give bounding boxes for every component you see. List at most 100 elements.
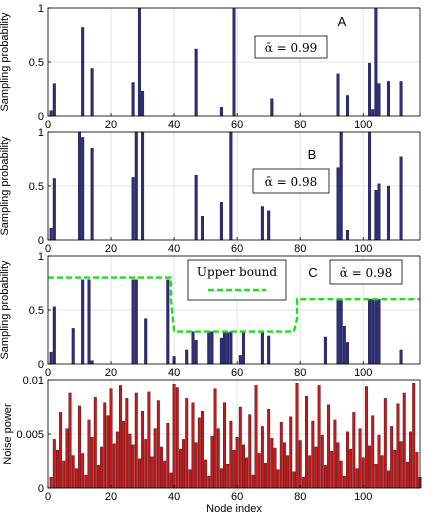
bar [81,279,85,365]
x-tick-label: 60 [231,119,243,131]
bar [386,81,390,117]
alpha-annotation: ᾱ = 0.99 [265,41,318,55]
bar [352,412,356,489]
bar [377,83,381,117]
y-tick-label: 1 [38,127,44,139]
bar [390,426,394,489]
bar [371,109,375,117]
legend-box [187,259,287,301]
bar [84,474,88,489]
bar [156,400,160,489]
y-tick-label: 0.5 [29,57,44,69]
y-tick-label: 0 [38,111,44,123]
bar [210,331,214,365]
bar [415,452,419,489]
bar [223,331,227,365]
bar [134,392,138,489]
bar [267,210,271,241]
bar [327,404,331,489]
bar [399,81,403,117]
bar [323,465,327,489]
bar [242,444,245,489]
bar [383,398,387,489]
bar [232,7,236,117]
bar [267,408,271,489]
bar [368,131,372,241]
legend-label: Upper bound [197,265,277,279]
bar [52,178,56,241]
bar [131,279,135,365]
bar [387,470,390,489]
bar [141,131,145,241]
bar [345,95,349,117]
bar [160,446,163,489]
bar [219,201,223,241]
bar [71,328,75,365]
bar [175,387,179,489]
bar [371,299,375,365]
bar [81,453,85,489]
chart-panel-2: 0 20 40 60 80 100 0 0.5 1 Sampling probability Bᾱ … [0,127,421,255]
bar [191,331,195,365]
bar [314,446,318,489]
bar [380,455,384,489]
bar [153,428,157,489]
bar [96,465,100,489]
bar [210,435,214,489]
x-tick-label: 100 [354,491,372,503]
bar [65,428,69,489]
bar [166,423,170,489]
bar [219,107,223,117]
bar [377,434,381,489]
y-axis-label: Noise power [2,403,14,464]
bar [213,388,217,489]
bar [251,474,255,489]
bar [374,464,378,489]
bar [273,447,277,489]
bar [49,477,53,489]
bar [201,411,204,489]
bar [339,460,343,489]
bar [346,431,349,489]
bar [295,383,299,489]
bar [185,398,189,489]
bar [336,167,340,241]
y-axis-label: Sampling probability [0,12,11,112]
panel-letter: B [308,147,317,162]
bar [188,469,192,489]
bar [103,402,107,489]
bar [289,416,293,489]
bar [81,137,85,241]
x-tick-label: 0 [45,243,51,255]
bar [52,306,56,365]
bar [49,110,53,117]
bar [345,230,349,241]
bar [235,437,239,489]
bar [282,442,286,489]
x-tick-label: 80 [294,491,306,503]
y-axis-label: Sampling probability [0,260,11,360]
bar [125,398,129,489]
bar [59,412,63,489]
bar [131,177,135,241]
x-tick-label: 80 [294,119,306,131]
y-tick-label: 0 [38,235,44,247]
bar [194,340,198,365]
x-tick-label: 60 [231,243,243,255]
bar [112,443,116,489]
bar [90,437,94,489]
bar [229,420,233,489]
y-tick-label: 1 [38,3,44,15]
bar [270,438,274,489]
y-tick-label: 0.5 [29,305,44,317]
bar [339,131,343,241]
bar [364,386,368,489]
bar [144,318,148,365]
bar [191,402,195,489]
bar [345,342,349,365]
bar [257,453,261,489]
bar [62,460,66,489]
bar [90,68,94,117]
bar [115,431,119,489]
bar [377,299,381,365]
